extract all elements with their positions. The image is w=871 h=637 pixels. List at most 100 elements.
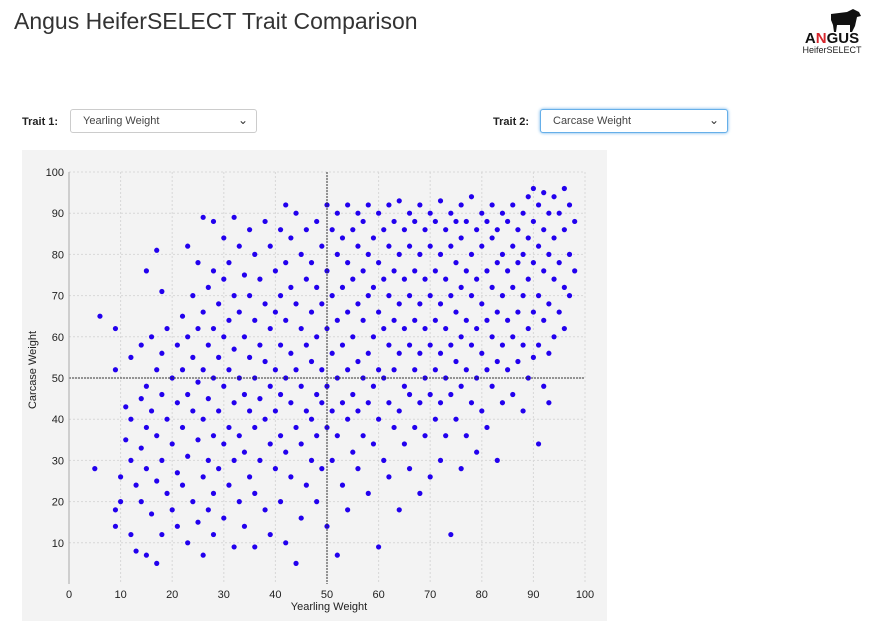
data-point bbox=[489, 235, 495, 241]
data-point bbox=[499, 251, 506, 257]
data-point bbox=[169, 441, 175, 447]
data-point bbox=[530, 309, 536, 315]
data-point bbox=[520, 251, 526, 257]
data-point bbox=[143, 424, 149, 431]
data-point bbox=[432, 317, 438, 323]
data-point bbox=[546, 210, 552, 216]
data-point bbox=[448, 243, 454, 249]
data-point bbox=[437, 350, 444, 356]
data-point bbox=[561, 325, 567, 332]
data-point bbox=[422, 227, 428, 233]
data-point bbox=[412, 424, 418, 431]
data-point bbox=[417, 251, 423, 257]
x-tick-label: 90 bbox=[527, 589, 539, 601]
data-point bbox=[551, 276, 557, 282]
data-point bbox=[277, 293, 284, 299]
data-point bbox=[396, 408, 402, 414]
data-point bbox=[479, 301, 485, 307]
data-point bbox=[494, 227, 500, 233]
data-point bbox=[195, 379, 201, 385]
data-point bbox=[195, 325, 201, 332]
data-point bbox=[334, 552, 340, 558]
data-point bbox=[474, 276, 480, 282]
data-point bbox=[262, 358, 268, 365]
data-point bbox=[216, 354, 222, 360]
data-point bbox=[391, 317, 397, 323]
data-point bbox=[262, 416, 268, 422]
data-point bbox=[128, 354, 134, 360]
data-point bbox=[174, 400, 180, 406]
data-point bbox=[303, 227, 309, 233]
data-point bbox=[241, 334, 248, 340]
data-point bbox=[345, 507, 351, 513]
data-point bbox=[510, 284, 516, 290]
chart-svg: 0 10 20 30 40 50 60 70 80 90 100 10 20 30 40 50 60 70 80 90… bbox=[27, 167, 594, 613]
data-point bbox=[386, 400, 392, 406]
trait1-select[interactable]: Yearling Weight ⌄ bbox=[70, 109, 257, 133]
data-point bbox=[231, 346, 237, 352]
data-point bbox=[494, 309, 500, 315]
data-point bbox=[221, 276, 227, 282]
data-point bbox=[190, 499, 196, 505]
data-point bbox=[123, 437, 129, 443]
data-point bbox=[391, 424, 397, 431]
data-point bbox=[417, 350, 423, 356]
data-point bbox=[499, 342, 506, 348]
data-point bbox=[566, 251, 573, 257]
data-point bbox=[453, 358, 459, 365]
data-point bbox=[319, 301, 325, 307]
data-point bbox=[406, 243, 413, 249]
data-point bbox=[241, 391, 248, 398]
data-point bbox=[391, 367, 397, 373]
data-point bbox=[221, 515, 227, 521]
data-point bbox=[406, 466, 413, 472]
data-point bbox=[252, 424, 258, 431]
data-point bbox=[515, 358, 521, 365]
data-point bbox=[458, 235, 464, 241]
x-tick-label: 0 bbox=[66, 589, 72, 601]
data-point bbox=[329, 350, 335, 356]
data-point bbox=[169, 507, 175, 513]
data-point bbox=[288, 400, 294, 406]
data-point bbox=[505, 268, 511, 274]
data-point bbox=[489, 284, 495, 290]
data-point bbox=[293, 301, 299, 307]
data-point bbox=[159, 350, 165, 356]
data-point bbox=[396, 507, 402, 513]
y-tick-label: 30 bbox=[52, 455, 64, 467]
data-point bbox=[164, 325, 170, 332]
data-point bbox=[530, 185, 536, 192]
data-point bbox=[143, 466, 149, 472]
data-point bbox=[432, 218, 438, 225]
data-point bbox=[128, 416, 134, 422]
data-point bbox=[499, 400, 506, 406]
data-point bbox=[412, 268, 418, 274]
data-point bbox=[308, 260, 315, 266]
data-point bbox=[128, 531, 134, 538]
data-point bbox=[200, 367, 206, 373]
data-point bbox=[205, 284, 211, 290]
y-tick-label: 20 bbox=[52, 497, 64, 509]
chevron-down-icon: ⌄ bbox=[237, 113, 248, 127]
data-point bbox=[432, 416, 438, 422]
cow-icon bbox=[831, 9, 861, 32]
data-point bbox=[535, 243, 542, 249]
trait2-select[interactable]: Carcase Weight ⌄ bbox=[540, 109, 728, 133]
data-point bbox=[376, 544, 382, 550]
data-point bbox=[561, 227, 567, 233]
data-point bbox=[443, 227, 449, 233]
data-point bbox=[195, 437, 201, 443]
data-point bbox=[308, 358, 315, 365]
data-point bbox=[293, 367, 299, 373]
data-point bbox=[179, 424, 186, 431]
data-point bbox=[355, 466, 361, 472]
data-point bbox=[283, 317, 289, 323]
data-point bbox=[257, 396, 263, 402]
data-point bbox=[272, 367, 278, 373]
data-point bbox=[458, 202, 464, 208]
data-point bbox=[396, 198, 402, 204]
data-point bbox=[525, 325, 531, 332]
data-point bbox=[247, 227, 253, 233]
data-point bbox=[443, 325, 449, 332]
data-point bbox=[319, 367, 325, 373]
